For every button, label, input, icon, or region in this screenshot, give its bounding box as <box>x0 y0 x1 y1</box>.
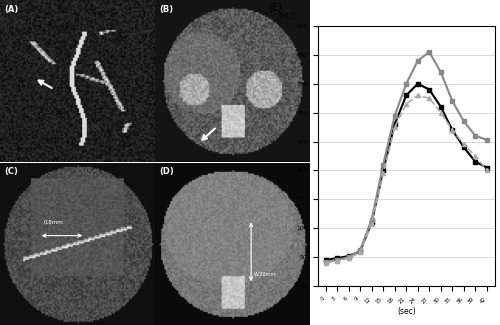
Day0 <box>334 256 340 260</box>
Line: Day56: Day56 <box>324 93 489 265</box>
Day56 <box>368 222 374 226</box>
Day0 <box>403 93 409 97</box>
Day20 <box>334 258 340 262</box>
Day20 <box>450 99 456 103</box>
Day20 <box>380 163 386 167</box>
Day56 <box>357 251 363 254</box>
Day56 <box>334 259 340 263</box>
Day20 <box>368 218 374 222</box>
Day56 <box>380 171 386 175</box>
Day0 <box>426 88 432 92</box>
Day56 <box>415 93 421 97</box>
Day56 <box>438 111 444 115</box>
Day56 <box>392 125 398 129</box>
Day20 <box>438 70 444 74</box>
Day0 <box>368 220 374 224</box>
Day0 <box>346 254 352 258</box>
Line: Day0: Day0 <box>324 82 489 262</box>
Day20 <box>426 50 432 54</box>
Day0 <box>392 122 398 126</box>
Day0 <box>450 128 456 132</box>
Day20 <box>392 114 398 118</box>
Day0 <box>484 166 490 170</box>
Day0 <box>472 160 478 164</box>
Day56 <box>322 261 328 265</box>
Day56 <box>461 142 467 146</box>
Text: 0.8mm: 0.8mm <box>44 220 63 225</box>
Text: (C): (C) <box>4 167 18 176</box>
Day20 <box>322 260 328 264</box>
Day56 <box>484 168 490 172</box>
Text: W:20mm: W:20mm <box>254 272 276 277</box>
Day20 <box>472 134 478 138</box>
Text: (A): (A) <box>4 5 19 14</box>
X-axis label: (sec): (sec) <box>397 307 415 316</box>
Day20 <box>403 82 409 86</box>
Day20 <box>461 119 467 123</box>
Day56 <box>450 128 456 132</box>
Day56 <box>472 154 478 158</box>
Text: (B): (B) <box>160 5 174 14</box>
Day0 <box>461 145 467 149</box>
Day56 <box>346 256 352 260</box>
Day0 <box>322 258 328 262</box>
Day0 <box>415 82 421 86</box>
Day20 <box>346 255 352 259</box>
Day0 <box>380 168 386 172</box>
Text: (D): (D) <box>160 167 174 176</box>
Text: (HU): (HU) <box>278 12 295 21</box>
Text: (E): (E) <box>268 3 281 13</box>
Day0 <box>357 249 363 253</box>
Line: Day20: Day20 <box>324 50 489 264</box>
Day0 <box>438 105 444 109</box>
Day56 <box>426 96 432 100</box>
Day20 <box>415 59 421 63</box>
Day56 <box>403 102 409 106</box>
Day20 <box>484 138 490 142</box>
Day20 <box>357 248 363 252</box>
